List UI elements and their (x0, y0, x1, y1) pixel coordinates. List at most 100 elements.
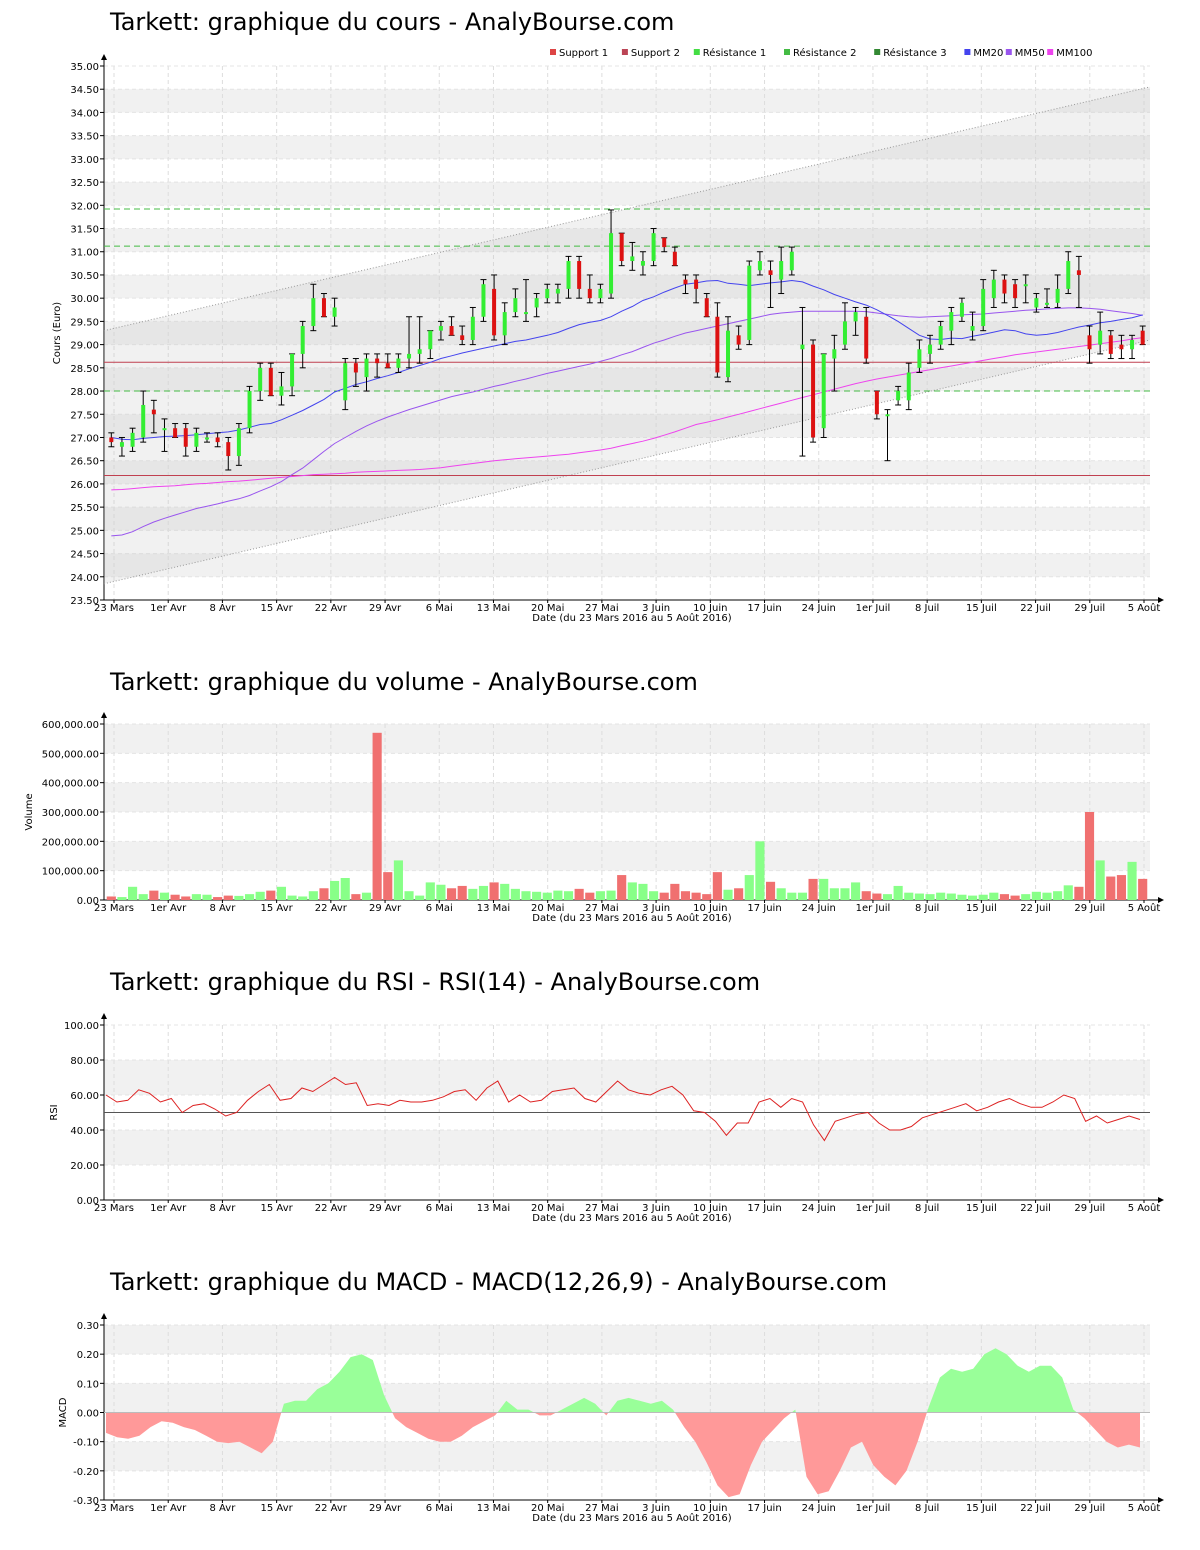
x-tick-label: 17 Juin (747, 903, 781, 914)
volume-bar (383, 872, 393, 900)
y-tick-label: 33.00 (70, 155, 99, 166)
x-tick-label: 20 Mai (531, 603, 564, 614)
volume-bar (170, 894, 180, 900)
macd-negative-area (392, 1412, 498, 1442)
grid-band (104, 135, 1150, 159)
y-tick-label: 100.00 (64, 1021, 99, 1032)
candle-body (492, 288, 497, 336)
x-tick-label: 6 Mai (426, 1503, 453, 1514)
candle-body (470, 316, 475, 340)
grid-band (104, 321, 1150, 345)
x-tick-label: 15 Avr (261, 1203, 294, 1214)
candle-body (768, 270, 773, 275)
price-chart-title: Tarkett: graphique du cours - AnalyBours… (110, 8, 675, 36)
volume-bar (106, 896, 116, 900)
y-tick-label: 26.00 (70, 480, 99, 491)
legend-swatch (784, 49, 790, 55)
y-tick-label: 40.00 (70, 1126, 99, 1137)
candle-body (311, 298, 316, 327)
x-axis-title: Date (du 23 Mars 2016 au 5 Août 2016) (532, 1212, 731, 1224)
grid-band (104, 1325, 1150, 1355)
volume-bar (563, 891, 574, 900)
volume-bar (128, 886, 138, 900)
candle-body (577, 261, 582, 289)
volume-bar (330, 880, 340, 900)
y-tick-label: 28.00 (70, 387, 99, 398)
candle-body (194, 432, 199, 447)
x-tick-label: 24 Juin (802, 1203, 836, 1214)
candle-body (428, 330, 433, 350)
legend-entry: Résistance 1 (703, 47, 766, 59)
y-tick-label: 500,000.00 (42, 749, 99, 760)
rsi-line (105, 1076, 1141, 1142)
y-tick-label: 0.00 (77, 896, 99, 907)
x-tick-label: 22 Juil (1020, 1503, 1051, 1514)
grid-band (104, 414, 1150, 438)
volume-bar (500, 883, 510, 900)
x-tick-label: 20 Mai (531, 1503, 564, 1514)
volume-bar (808, 878, 818, 900)
volume-bar (489, 882, 499, 900)
candle-body (683, 279, 688, 285)
volume-bar (829, 888, 839, 900)
candle-body (694, 279, 699, 289)
legend-entry: Résistance 2 (793, 47, 856, 59)
volume-bar (436, 884, 446, 900)
candle-body (747, 265, 752, 340)
x-tick-label: 22 Juil (1020, 1203, 1051, 1214)
candle-body (226, 442, 231, 457)
candle-body (513, 298, 518, 313)
x-tick-label: 13 Mai (477, 1503, 510, 1514)
volume-bar (1063, 885, 1073, 900)
x-tick-label: 1er Avr (150, 1203, 187, 1214)
volume-bar (893, 885, 903, 900)
candle-body (842, 321, 847, 345)
x-tick-label: 10 Juin (693, 1203, 727, 1214)
x-tick-label: 15 Avr (261, 603, 294, 614)
candle-body (321, 298, 326, 317)
macd-negative-area (674, 1412, 792, 1498)
candle-body (173, 428, 178, 438)
x-tick-label: 24 Juin (802, 603, 836, 614)
candle-body (662, 237, 667, 248)
legend-entry: MM100 (1056, 48, 1092, 59)
legend-swatch (1047, 49, 1054, 55)
y-tick-label: 25.50 (70, 503, 99, 514)
volume-bar (925, 894, 935, 900)
grid-band (104, 89, 1150, 113)
x-tick-label: 1er Juil (856, 1503, 891, 1514)
candle-body (130, 432, 135, 447)
macd-negative-area (795, 1412, 927, 1495)
candle-body (1130, 339, 1135, 350)
volume-bar (372, 732, 382, 900)
candle-body (1119, 344, 1124, 350)
volume-bar (904, 892, 914, 900)
y-tick-label: 33.50 (70, 132, 99, 143)
legend-swatch (1005, 49, 1012, 55)
price-chart: 23.50 24.00 24.50 25.00 25.50 26.00 26.50 27.00… (52, 47, 1164, 624)
candle-body (247, 391, 252, 429)
x-tick-label: 8 Avr (210, 603, 237, 614)
x-tick-label: 1er Juil (856, 1203, 891, 1214)
x-tick-label: 29 Avr (369, 1503, 402, 1514)
y-tick-label: 200,000.00 (42, 837, 99, 848)
candle-body (1023, 284, 1028, 287)
y-tick-label: 23.50 (70, 596, 99, 607)
x-axis-title: Date (du 23 Mars 2016 au 5 Août 2016) (532, 612, 731, 624)
volume-bar (298, 896, 308, 900)
candle-body (598, 288, 603, 299)
x-axis-title: Date (du 23 Mars 2016 au 5 Août 2016) (532, 912, 731, 924)
candle-body (736, 335, 741, 345)
candle-body (396, 358, 401, 368)
candle-body (1098, 330, 1103, 345)
y-axis-title: Volume (24, 793, 35, 830)
x-tick-label: 22 Juil (1020, 903, 1051, 914)
y-tick-label: 100,000.00 (42, 867, 99, 878)
x-tick-label: 6 Mai (426, 903, 453, 914)
candle-body (481, 284, 486, 317)
candle-body (715, 316, 720, 373)
volume-bar (819, 878, 829, 900)
y-tick-label: -0.30 (73, 1496, 99, 1507)
candle-body (587, 288, 592, 299)
candle-body (162, 428, 167, 431)
